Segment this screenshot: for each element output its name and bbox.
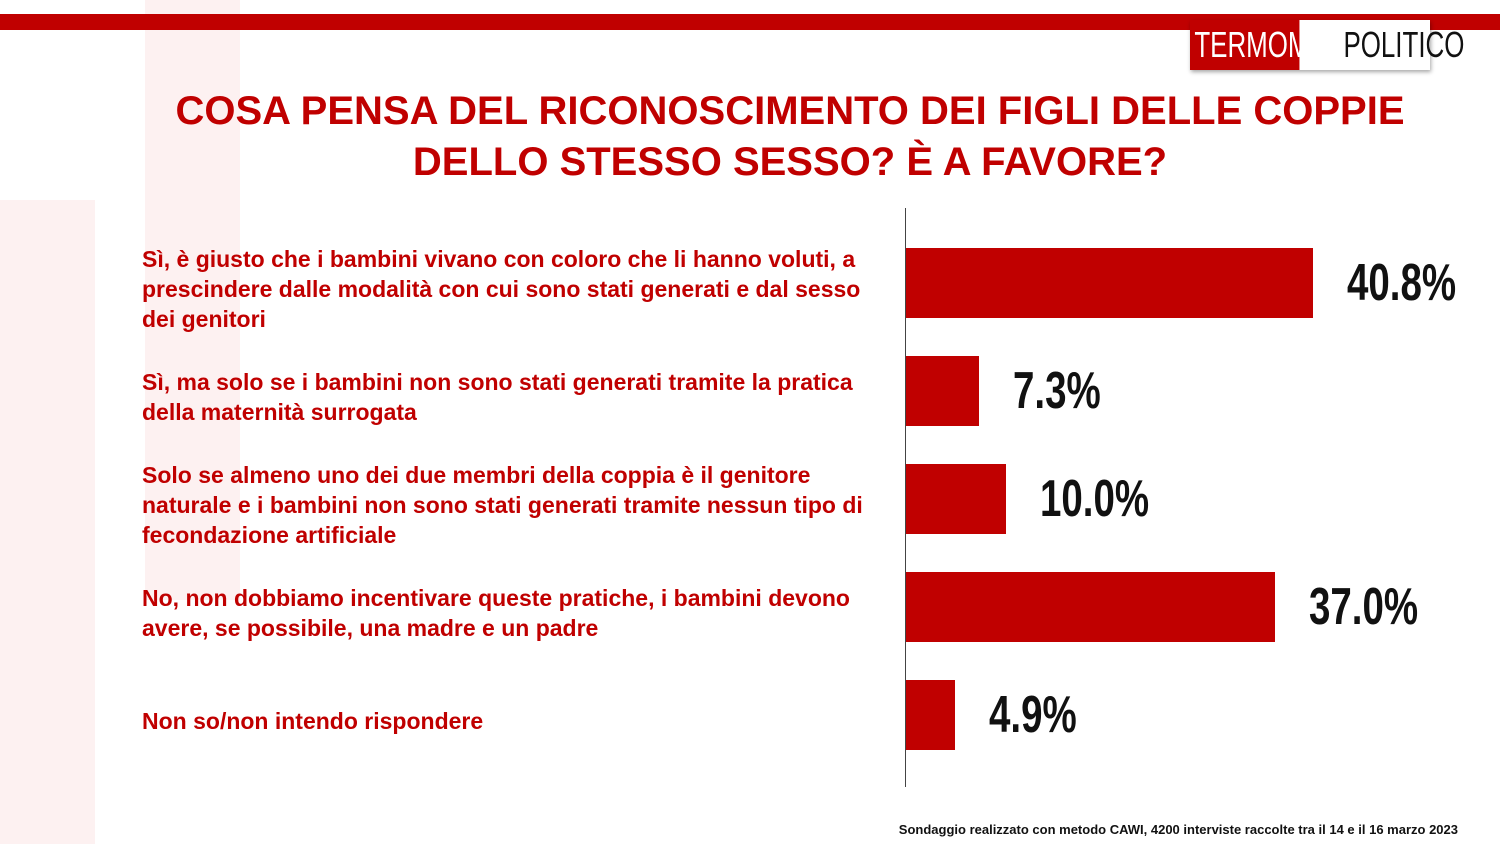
category-label: Sì, è giusto che i bambini vivano con co…	[142, 246, 861, 332]
value-label: 4.9%	[988, 686, 1077, 744]
category-label: No, non dobbiamo incentivare queste prat…	[142, 585, 850, 641]
bar	[906, 572, 1276, 642]
value-label: 40.8%	[1347, 254, 1457, 312]
bar	[906, 680, 955, 750]
bar	[906, 248, 1313, 318]
logo-part: POLITICO	[1343, 24, 1465, 65]
watermark	[0, 200, 95, 844]
bar	[906, 356, 979, 426]
logo: TERMOMETRO POLITICO	[1190, 20, 1465, 70]
axis-line	[905, 208, 906, 787]
footnote: Sondaggio realizzato con metodo CAWI, 42…	[898, 822, 1458, 837]
category-label: Non so/non intendo rispondere	[142, 708, 484, 734]
top-bar	[0, 14, 1500, 30]
value-label: 10.0%	[1039, 470, 1149, 528]
value-label: 37.0%	[1309, 578, 1419, 636]
bar	[906, 464, 1006, 534]
chart-title: COSA PENSA DEL RICONOSCIMENTO DEI FIGLI …	[175, 89, 1405, 184]
watermark	[145, 0, 240, 600]
logo-part: TERMOMETRO	[1190, 20, 1382, 70]
category-label: Sì, ma solo se i bambini non sono stati …	[142, 369, 853, 425]
category-label: Solo se almeno uno dei due membri della …	[142, 462, 863, 548]
value-label: 7.3%	[1012, 362, 1101, 420]
